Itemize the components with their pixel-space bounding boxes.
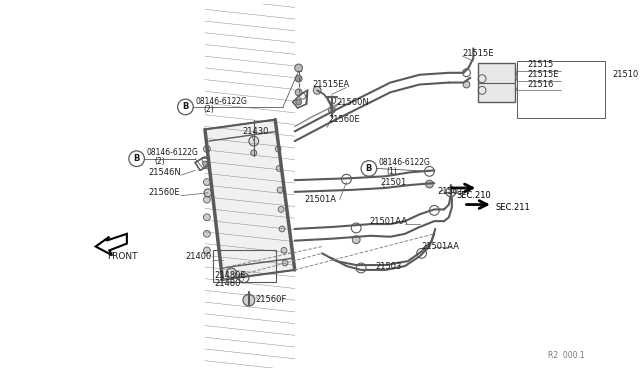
Circle shape — [276, 166, 282, 171]
Text: 21560F: 21560F — [256, 295, 287, 304]
Text: 21560N: 21560N — [337, 97, 369, 106]
Text: 21515E: 21515E — [463, 49, 494, 58]
Circle shape — [278, 206, 284, 212]
Circle shape — [243, 294, 255, 306]
Polygon shape — [95, 234, 127, 255]
Text: 21430: 21430 — [242, 127, 268, 136]
Circle shape — [426, 180, 433, 188]
Circle shape — [282, 260, 288, 266]
Text: SEC.211: SEC.211 — [496, 203, 531, 212]
Circle shape — [275, 146, 281, 152]
Text: 21501AA: 21501AA — [369, 217, 407, 226]
Circle shape — [463, 81, 470, 88]
Circle shape — [296, 99, 301, 105]
Circle shape — [204, 247, 211, 254]
Text: 21510: 21510 — [613, 70, 639, 79]
Text: 21503: 21503 — [376, 262, 402, 270]
Circle shape — [281, 247, 287, 253]
Text: B: B — [365, 164, 372, 173]
Text: 21400: 21400 — [186, 252, 212, 261]
Text: (2): (2) — [203, 105, 214, 114]
Circle shape — [204, 179, 211, 186]
Circle shape — [295, 75, 302, 82]
Text: 21546N: 21546N — [148, 168, 181, 177]
Bar — [517, 61, 605, 118]
Text: 21515E: 21515E — [527, 70, 559, 79]
Polygon shape — [205, 120, 295, 280]
Text: SEC.210: SEC.210 — [457, 191, 492, 200]
Bar — [478, 63, 515, 102]
Text: 08146-6122G: 08146-6122G — [195, 97, 247, 106]
Circle shape — [313, 86, 321, 94]
Text: 21480: 21480 — [214, 279, 241, 288]
Circle shape — [249, 136, 259, 146]
Text: 08146-6122G: 08146-6122G — [147, 148, 198, 157]
Text: R2  000.1: R2 000.1 — [548, 351, 585, 360]
Text: 21560E: 21560E — [148, 188, 180, 197]
Circle shape — [202, 161, 207, 166]
Text: B: B — [182, 102, 189, 112]
Text: 08146-6122G: 08146-6122G — [379, 158, 431, 167]
Circle shape — [295, 64, 303, 72]
Circle shape — [204, 196, 211, 203]
Bar — [212, 250, 276, 282]
Text: (2): (2) — [154, 157, 165, 166]
Circle shape — [204, 230, 211, 237]
Text: FRONT: FRONT — [108, 252, 138, 261]
Text: (1): (1) — [387, 167, 397, 176]
Text: 21501AA: 21501AA — [422, 242, 460, 251]
Circle shape — [204, 214, 211, 221]
Text: 21516: 21516 — [527, 80, 554, 89]
Text: B: B — [134, 154, 140, 163]
Circle shape — [279, 226, 285, 232]
Circle shape — [352, 236, 360, 244]
Text: 21501: 21501 — [381, 177, 407, 187]
Circle shape — [328, 106, 335, 113]
Circle shape — [204, 162, 211, 169]
Text: 21501A: 21501A — [437, 187, 469, 196]
Text: 21515: 21515 — [527, 61, 553, 70]
Text: 21480E: 21480E — [214, 271, 246, 280]
Text: 21515EA: 21515EA — [312, 80, 349, 89]
Text: 21501A: 21501A — [305, 195, 337, 204]
Circle shape — [204, 189, 212, 197]
Circle shape — [277, 187, 283, 193]
Text: 21560E: 21560E — [329, 115, 360, 124]
Circle shape — [251, 150, 257, 156]
Circle shape — [295, 89, 302, 96]
Circle shape — [204, 145, 211, 152]
